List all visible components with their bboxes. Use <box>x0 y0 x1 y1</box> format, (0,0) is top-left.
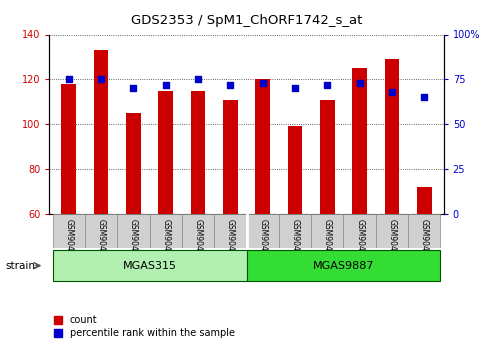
Bar <box>126 113 141 214</box>
Bar <box>223 99 238 214</box>
Bar <box>417 187 431 214</box>
Point <box>65 77 72 82</box>
Point <box>421 95 428 100</box>
Bar <box>158 90 173 214</box>
Text: GSM90455: GSM90455 <box>64 219 73 261</box>
Bar <box>376 214 408 248</box>
Bar <box>53 214 85 248</box>
Bar <box>85 214 117 248</box>
Text: MGAS315: MGAS315 <box>123 261 176 270</box>
Point <box>323 82 331 88</box>
Text: GSM90466: GSM90466 <box>420 219 429 261</box>
Point <box>162 82 170 88</box>
Text: GSM90460: GSM90460 <box>226 219 235 261</box>
Text: GSM90457: GSM90457 <box>129 219 138 261</box>
Bar <box>385 59 399 214</box>
Text: GDS2353 / SpM1_ChORF1742_s_at: GDS2353 / SpM1_ChORF1742_s_at <box>131 14 362 27</box>
Text: GSM90465: GSM90465 <box>387 219 396 261</box>
Legend: count, percentile rank within the sample: count, percentile rank within the sample <box>54 315 235 338</box>
Bar <box>191 90 205 214</box>
Bar <box>149 214 182 248</box>
Point <box>129 86 137 91</box>
Bar <box>344 214 376 248</box>
Point <box>356 80 364 86</box>
Text: GSM90463: GSM90463 <box>323 219 332 261</box>
Text: GSM90462: GSM90462 <box>290 219 299 260</box>
Point <box>388 89 396 95</box>
Point <box>226 82 234 88</box>
Point <box>97 77 105 82</box>
Text: strain: strain <box>5 261 35 270</box>
Bar <box>246 250 440 281</box>
Point <box>194 77 202 82</box>
Text: GSM90459: GSM90459 <box>194 219 203 261</box>
Bar <box>117 214 149 248</box>
Text: GSM90456: GSM90456 <box>97 219 106 261</box>
Bar <box>62 84 76 214</box>
Bar <box>352 68 367 214</box>
Point <box>259 80 267 86</box>
Bar <box>214 214 246 248</box>
Bar <box>246 214 279 248</box>
Text: MGAS9887: MGAS9887 <box>313 261 374 270</box>
Bar <box>94 50 108 214</box>
Bar <box>320 99 335 214</box>
Bar <box>279 214 311 248</box>
Point <box>291 86 299 91</box>
Text: GSM90461: GSM90461 <box>258 219 267 260</box>
Bar <box>288 126 302 214</box>
Bar <box>408 214 440 248</box>
Bar <box>53 250 246 281</box>
Bar <box>255 79 270 214</box>
Bar <box>311 214 344 248</box>
Bar <box>182 214 214 248</box>
Text: GSM90458: GSM90458 <box>161 219 170 260</box>
Text: GSM90464: GSM90464 <box>355 219 364 261</box>
